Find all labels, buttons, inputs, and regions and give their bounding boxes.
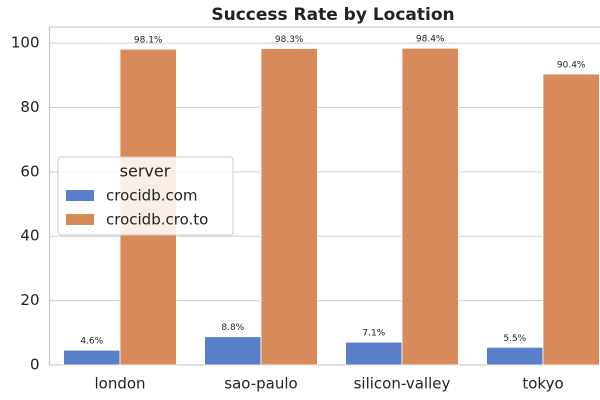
value-label: 98.4% bbox=[416, 35, 445, 45]
value-label: 4.6% bbox=[80, 337, 103, 347]
legend-box bbox=[57, 156, 234, 236]
value-label: 8.8% bbox=[221, 323, 244, 333]
bar bbox=[542, 73, 600, 366]
value-label: 7.1% bbox=[362, 329, 385, 339]
bar bbox=[260, 48, 318, 366]
bar bbox=[345, 341, 403, 366]
y-tick-label: 100 bbox=[11, 34, 40, 52]
y-tick-label: 20 bbox=[20, 291, 39, 309]
bar bbox=[486, 346, 544, 366]
x-tick-label: tokyo bbox=[522, 375, 563, 393]
chart-title: Success Rate by Location bbox=[211, 5, 454, 25]
legend-label: crocidb.com bbox=[106, 187, 198, 205]
y-tick-label: 60 bbox=[20, 162, 39, 180]
y-tick-label: 0 bbox=[30, 356, 40, 374]
x-tick-label: sao-paulo bbox=[224, 375, 297, 393]
plot-frame bbox=[48, 26, 600, 366]
value-label: 90.4% bbox=[557, 60, 586, 70]
y-tick-label: 40 bbox=[20, 227, 39, 245]
bar bbox=[204, 336, 262, 366]
bar bbox=[401, 47, 459, 366]
legend-title: server bbox=[120, 162, 171, 181]
x-tick-label: silicon-valley bbox=[354, 375, 451, 393]
value-label: 5.5% bbox=[503, 334, 526, 344]
legend-swatch bbox=[66, 190, 94, 201]
value-label: 98.1% bbox=[134, 36, 163, 46]
legend-label: crocidb.cro.to bbox=[106, 211, 208, 229]
value-label: 98.3% bbox=[275, 35, 304, 45]
x-tick-label: london bbox=[94, 375, 145, 393]
bar bbox=[63, 349, 121, 366]
legend: server crocidb.com crocidb.cro.to bbox=[57, 156, 234, 236]
legend-swatch bbox=[66, 214, 94, 225]
y-tick-label: 80 bbox=[20, 98, 39, 116]
